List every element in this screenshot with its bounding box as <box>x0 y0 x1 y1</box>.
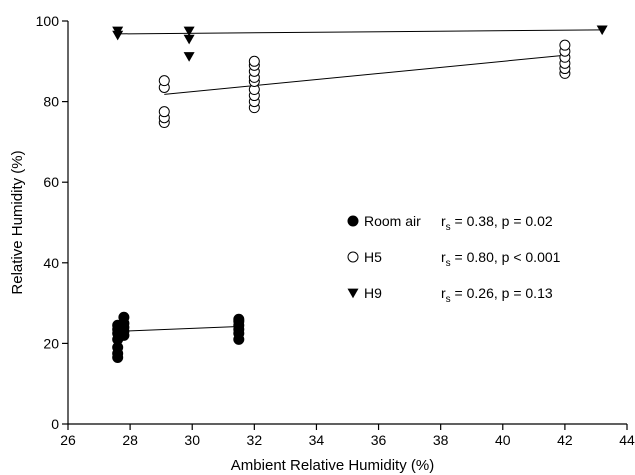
fit-line-h5 <box>164 54 565 95</box>
legend-stat-room-air: rs = 0.38, p = 0.02 <box>441 213 553 233</box>
data-point-h5 <box>248 55 260 67</box>
legend-label-room-air: Room air <box>364 213 421 229</box>
legend-label-h5: H5 <box>364 249 382 265</box>
x-axis-title: Ambient Relative Humidity (%) <box>231 457 434 474</box>
data-point-room-air <box>233 313 245 325</box>
fit-lines <box>117 29 603 332</box>
y-tick-label: 80 <box>43 94 59 110</box>
legend-marker-h9 <box>347 288 359 299</box>
fit-line-room-air <box>117 325 239 332</box>
y-tick-label: 20 <box>43 335 59 351</box>
data-point-h9 <box>183 26 195 37</box>
legend: Room air rs = 0.38, p = 0.02 H5 rs = 0.80, … <box>347 213 561 305</box>
legend-stat-h5: rs = 0.80, p < 0.001 <box>441 249 561 269</box>
data-point-h9 <box>183 52 195 62</box>
data-points <box>112 25 608 364</box>
data-point-h5 <box>158 75 170 87</box>
data-point-h9 <box>596 25 608 36</box>
y-axis-title: Relative Humidity (%) <box>9 150 26 294</box>
y-tick-label: 100 <box>36 13 60 29</box>
x-tick-label: 30 <box>184 432 200 448</box>
y-tick-label: 0 <box>51 416 59 432</box>
fit-line-h9 <box>117 29 603 35</box>
legend-marker-room-air <box>347 215 359 227</box>
x-tick-label: 44 <box>619 432 635 448</box>
data-point-h9 <box>183 34 195 45</box>
x-tick-label: 34 <box>309 432 325 448</box>
legend-stat-h9: rs = 0.26, p = 0.13 <box>441 285 553 305</box>
data-point-room-air <box>118 311 130 323</box>
x-tick-label: 32 <box>247 432 263 448</box>
x-tick-label: 42 <box>557 432 573 448</box>
y-tick-label: 40 <box>43 255 59 271</box>
data-point-h5 <box>158 106 170 118</box>
x-tick-label: 26 <box>60 432 76 448</box>
x-tick-label: 28 <box>122 432 138 448</box>
axes: 0 20 40 60 80 100 26 28 30 32 34 36 38 40 42 44 <box>36 13 635 448</box>
legend-label-h9: H9 <box>364 285 382 301</box>
data-point-h5 <box>559 39 571 51</box>
data-point-h9 <box>112 26 124 37</box>
x-tick-label: 40 <box>495 432 511 448</box>
legend-marker-h5 <box>347 251 359 263</box>
x-tick-label: 38 <box>433 432 449 448</box>
x-tick-label: 36 <box>371 432 387 448</box>
y-tick-label: 60 <box>43 174 59 190</box>
